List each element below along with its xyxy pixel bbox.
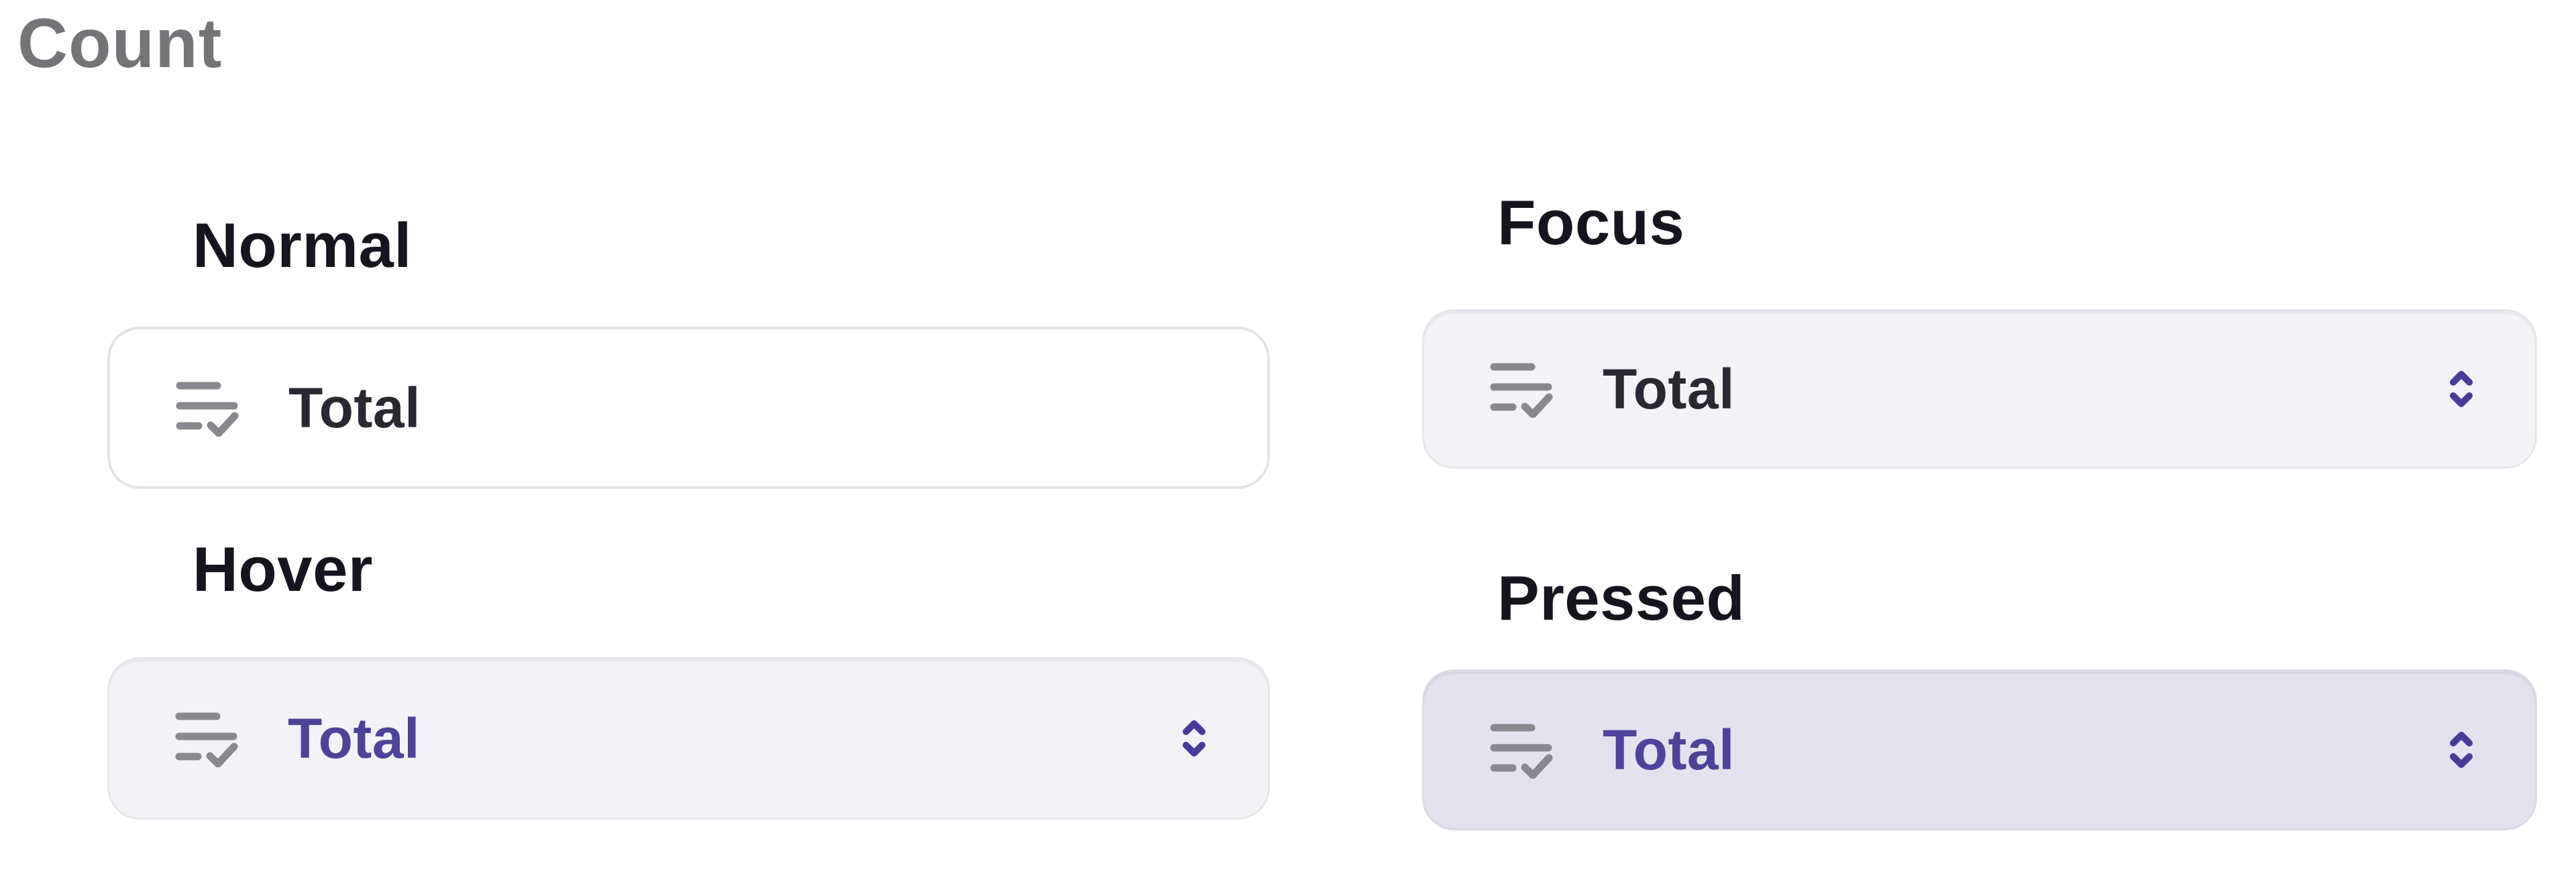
sort-chevrons-icon [2449, 730, 2473, 769]
count-select-hover[interactable]: Total [107, 657, 1270, 820]
state-label-hover: Hover [193, 534, 373, 604]
count-select-normal[interactable]: Total [107, 327, 1270, 489]
list-check-icon [176, 379, 239, 437]
list-check-icon [1490, 721, 1553, 779]
state-label-focus: Focus [1497, 187, 1685, 258]
count-select-pressed[interactable]: Total [1422, 669, 2537, 830]
select-value: Total [288, 376, 421, 439]
count-select-focus[interactable]: Total [1422, 309, 2537, 469]
sort-chevrons-icon [1182, 719, 1206, 758]
state-label-normal: Normal [193, 210, 412, 280]
select-value: Total [1603, 718, 1735, 781]
list-check-icon [1490, 360, 1553, 418]
select-value: Total [1603, 357, 1735, 421]
list-check-icon [175, 710, 238, 767]
section-title: Count [17, 5, 223, 82]
select-value: Total [288, 706, 420, 770]
state-label-pressed: Pressed [1497, 563, 1746, 633]
sort-chevrons-icon [2449, 370, 2473, 408]
